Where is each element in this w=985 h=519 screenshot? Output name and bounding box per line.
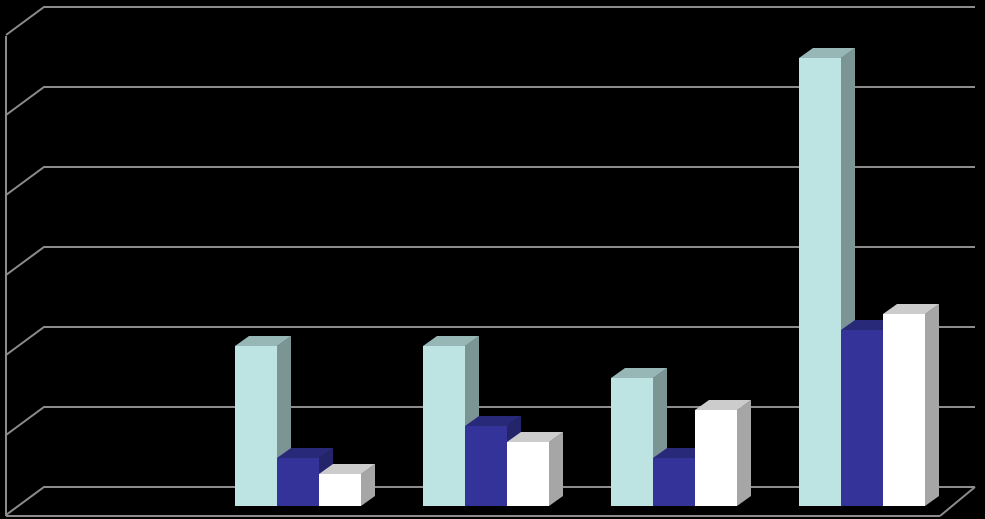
bar	[611, 378, 653, 506]
bar-top	[319, 464, 375, 474]
bar-side	[737, 400, 751, 506]
bar-top	[883, 304, 939, 314]
bar	[319, 474, 361, 506]
bar-side	[925, 304, 939, 506]
grid-line	[5, 86, 975, 116]
bar	[235, 346, 277, 506]
bar-top	[465, 416, 521, 426]
bar-top	[695, 400, 751, 410]
floor-edge	[939, 486, 976, 517]
bar	[841, 330, 883, 506]
bar-top	[277, 448, 333, 458]
bar-top	[235, 336, 291, 346]
bar-top	[799, 48, 855, 58]
grid-line	[5, 166, 975, 196]
bar	[507, 442, 549, 506]
bar	[465, 426, 507, 506]
bar-side	[549, 432, 563, 506]
bar	[277, 458, 319, 506]
bar-top	[423, 336, 479, 346]
bar-side	[361, 464, 375, 506]
grid-line	[5, 246, 975, 276]
bar-top	[611, 368, 667, 378]
bar	[653, 458, 695, 506]
bar-top	[507, 432, 563, 442]
bar	[883, 314, 925, 506]
grid-line	[5, 6, 975, 36]
bar	[799, 58, 841, 506]
grid-line	[5, 326, 975, 356]
bar	[695, 410, 737, 506]
bar	[423, 346, 465, 506]
